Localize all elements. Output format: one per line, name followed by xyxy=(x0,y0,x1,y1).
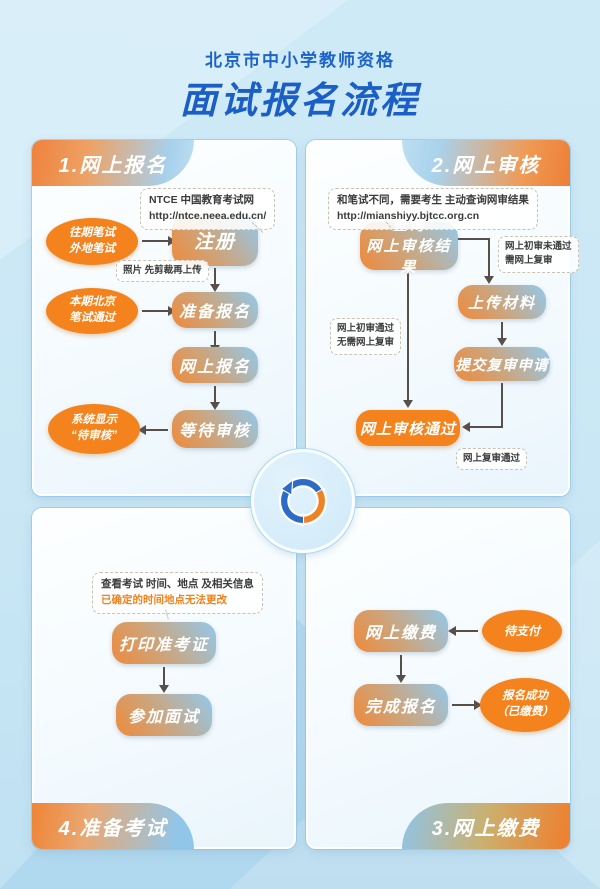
review-website-note: 和笔试不同，需要考生 主动查询网审结果 http://mianshiyy.bjt… xyxy=(328,188,538,230)
tag-line: 网上初审通过 xyxy=(337,323,395,334)
flow-arrow xyxy=(138,425,168,435)
flow-arrow xyxy=(497,322,507,346)
ellipse-current-exam: 本期北京 笔试通过 xyxy=(46,288,138,334)
node-review-passed: 网上审核通过 xyxy=(356,410,460,446)
ellipse-line: 待支付 xyxy=(503,623,540,638)
ellipse-line: 系统显示 xyxy=(71,414,117,427)
flow-arrow xyxy=(484,238,494,284)
node-attend-interview: 参加面试 xyxy=(116,694,212,736)
ellipse-line: 报名成功 xyxy=(502,690,548,703)
arrowhead xyxy=(462,422,470,432)
arrowhead xyxy=(484,276,494,284)
panel-online-review: 2.网上审核 和笔试不同，需要考生 主动查询网审结果 http://miansh… xyxy=(306,140,579,496)
note-line: 和笔试不同，需要考生 主动查询网审结果 xyxy=(337,194,529,206)
flow-arrow xyxy=(452,700,482,710)
ellipse-line: 本期北京 xyxy=(69,296,115,309)
note-line: http://ntce.neea.edu.cn/ xyxy=(149,209,267,222)
tag-line: 网上初审未通过 xyxy=(505,241,572,252)
ntce-website-note: NTCE 中国教育考试网 http://ntce.neea.edu.cn/ xyxy=(140,188,276,230)
flow-arrow xyxy=(142,306,176,316)
arrowhead xyxy=(138,425,146,435)
node-wait-review: 等待审核 xyxy=(172,410,258,448)
note-line: http://mianshiyy.bjtcc.org.cn xyxy=(337,209,480,222)
arrowhead xyxy=(497,338,507,346)
ellipse-line: 笔试通过 xyxy=(69,312,115,324)
panel-prepare-exam: 查看考试 时间、地点 及相关信息 已确定的时间地点无法更改 打印准考证 参加面试… xyxy=(32,508,296,849)
node-pay-online: 网上缴费 xyxy=(354,610,448,652)
panel-label: 3.网上缴费 xyxy=(402,803,570,849)
flow-arrow xyxy=(210,331,220,353)
panel-label: 2.网上审核 xyxy=(402,140,570,186)
flow-arrow xyxy=(159,667,169,693)
ellipse-line: 外地笔试 xyxy=(69,242,115,255)
panel-label: 4.准备考试 xyxy=(32,803,194,849)
tag-line: 需网上复审 xyxy=(505,255,553,267)
node-complete-registration: 完成报名 xyxy=(354,684,448,726)
flow-arrow xyxy=(396,655,406,683)
flow-arrow xyxy=(210,386,220,410)
flow-arrow xyxy=(142,236,176,246)
panel-label: 1.网上报名 xyxy=(32,140,194,186)
poster-title: 面试报名流程 xyxy=(180,80,420,121)
arrowhead xyxy=(474,700,482,710)
node-online-apply: 网上报名 xyxy=(172,347,258,383)
arrowhead xyxy=(396,675,406,683)
note-line-highlight: 已确定的时间地点无法更改 xyxy=(101,593,227,606)
arrowhead xyxy=(159,685,169,693)
tag-first-review-passed: 网上初审通过 无需网上复审 xyxy=(330,318,402,355)
note-line: 查看考试 时间、地点 及相关信息 xyxy=(101,578,254,590)
poster-subtitle: 北京市中小学教师资格 xyxy=(205,51,395,70)
arrowhead xyxy=(210,402,220,410)
node-submit-rereview: 提交复审申请 xyxy=(454,347,550,381)
cycle-arrows-icon xyxy=(278,476,328,527)
tag-line: 无需网上复审 xyxy=(337,337,395,349)
arrowhead xyxy=(448,626,456,636)
flow-connector xyxy=(458,238,490,240)
cycle-hub xyxy=(251,449,355,553)
photo-note: 照片 先剪裁再上传 xyxy=(116,260,209,283)
flow-arrow xyxy=(462,422,502,432)
flow-arrow xyxy=(403,272,413,408)
note-line: NTCE 中国教育考试网 xyxy=(149,194,254,206)
tag-first-review-failed: 网上初审未通过 需网上复审 xyxy=(498,236,579,273)
ellipse-pending-status: 系统显示 “待审核” xyxy=(48,404,140,454)
node-register: 注册 xyxy=(172,214,258,266)
ellipse-pending-payment: 待支付 xyxy=(482,610,562,652)
panel-online-payment: 网上缴费 待支付 完成报名 报名成功 （已缴费） 3.网上缴费 xyxy=(306,508,570,849)
flow-connector xyxy=(501,383,503,428)
tag-rereview-passed: 网上复审通过 xyxy=(456,448,528,471)
node-upload-materials: 上传材料 xyxy=(458,285,546,319)
node-print-ticket: 打印准考证 xyxy=(112,622,216,664)
ellipse-line: 往期笔试 xyxy=(69,226,115,239)
node-line: 网上审核结果 xyxy=(366,237,452,276)
flow-arrow xyxy=(448,626,478,636)
arrowhead xyxy=(210,284,220,292)
ellipse-line: “待审核” xyxy=(71,430,117,442)
node-prepare-application: 准备报名 xyxy=(172,292,258,328)
exam-info-note: 查看考试 时间、地点 及相关信息 已确定的时间地点无法更改 xyxy=(92,572,263,614)
panel-online-registration: 1.网上报名 NTCE 中国教育考试网 http://ntce.neea.edu… xyxy=(32,140,296,496)
flow-arrow xyxy=(210,268,220,292)
ellipse-registration-success: 报名成功 （已缴费） xyxy=(480,678,570,732)
ellipse-line: （已缴费） xyxy=(496,706,554,718)
ellipse-previous-exam: 往期笔试 外地笔试 xyxy=(46,218,138,265)
arrowhead xyxy=(403,400,413,408)
